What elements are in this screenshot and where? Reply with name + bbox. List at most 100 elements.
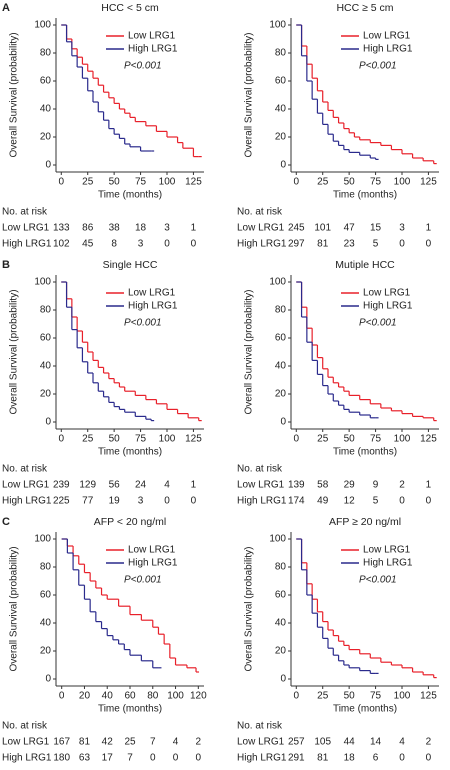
risk-count: 14: [370, 737, 382, 748]
risk-count: 86: [82, 223, 94, 234]
risk-count: 44: [344, 737, 356, 748]
x-tick-label: 75: [370, 177, 382, 188]
risk-count: 2: [399, 480, 405, 491]
y-tick-label: 0: [45, 417, 51, 428]
risk-count: 47: [344, 223, 356, 234]
legend-label: High LRG1: [128, 558, 178, 569]
x-tick-label: 25: [317, 177, 329, 188]
chart-title: HCC ≥ 5 cm: [336, 2, 393, 14]
risk-count: 2: [426, 737, 432, 748]
risk-table-title: No. at risk: [237, 207, 283, 218]
legend-label: Low LRG1: [128, 288, 176, 299]
risk-count: 3: [138, 496, 144, 507]
risk-table-title: No. at risk: [237, 464, 283, 475]
risk-count: 139: [288, 480, 305, 491]
risk-count: 2: [196, 737, 202, 748]
x-tick-label: 125: [420, 691, 437, 702]
risk-row-name: High LRG1: [2, 753, 52, 764]
x-tick-label: 50: [109, 177, 121, 188]
x-tick-label: 80: [147, 691, 159, 702]
risk-count: 291: [288, 753, 305, 764]
risk-count: 1: [426, 223, 432, 234]
y-tick-label: 60: [275, 76, 287, 87]
chart-title: AFP < 20 ng/ml: [94, 516, 166, 528]
legend-label: Low LRG1: [363, 288, 411, 299]
y-tick-label: 80: [275, 562, 287, 573]
risk-count: 49: [317, 496, 329, 507]
chart-title: AFP ≥ 20 ng/ml: [329, 516, 401, 528]
risk-row-name: Low LRG1: [237, 480, 285, 491]
y-tick-label: 40: [40, 361, 52, 372]
y-tick-label: 100: [34, 20, 51, 31]
y-axis-label: Overall Survival (probability): [9, 546, 20, 671]
risk-count: 0: [191, 239, 197, 250]
x-tick-label: 120: [190, 691, 207, 702]
x-tick-label: 25: [317, 691, 329, 702]
risk-count: 0: [399, 239, 405, 250]
risk-count: 58: [317, 480, 329, 491]
x-tick-label: 125: [185, 177, 202, 188]
y-tick-label: 100: [269, 20, 286, 31]
risk-count: 15: [370, 223, 382, 234]
risk-table-title: No. at risk: [2, 721, 48, 732]
risk-count: 5: [373, 496, 379, 507]
y-tick-label: 60: [40, 76, 52, 87]
risk-count: 5: [373, 239, 379, 250]
risk-count: 297: [288, 239, 305, 250]
risk-row-name: Low LRG1: [237, 737, 285, 748]
legend-label: High LRG1: [363, 558, 413, 569]
x-tick-label: 25: [82, 177, 94, 188]
risk-row-name: High LRG1: [237, 753, 287, 764]
y-axis-label: Overall Survival (probability): [244, 289, 255, 414]
y-tick-label: 40: [275, 361, 287, 372]
risk-count: 9: [373, 480, 379, 491]
risk-count: 81: [317, 753, 329, 764]
risk-row-name: Low LRG1: [2, 480, 50, 491]
x-tick-label: 25: [317, 434, 329, 445]
x-tick-label: 75: [370, 691, 382, 702]
panel-label: A: [2, 2, 10, 14]
x-tick-label: 25: [82, 434, 94, 445]
risk-count: 6: [373, 753, 379, 764]
risk-count: 0: [399, 753, 405, 764]
p-value: P<0.001: [359, 575, 397, 586]
risk-count: 24: [135, 480, 147, 491]
y-tick-label: 60: [275, 333, 287, 344]
x-tick-label: 0: [294, 434, 300, 445]
y-tick-label: 80: [40, 305, 52, 316]
risk-table-title: No. at risk: [237, 721, 283, 732]
p-value: P<0.001: [359, 61, 397, 72]
y-tick-label: 0: [280, 160, 286, 171]
risk-count: 77: [82, 496, 94, 507]
p-value: P<0.001: [124, 575, 162, 586]
panel-label: C: [2, 516, 10, 528]
risk-count: 3: [138, 239, 144, 250]
legend-label: High LRG1: [363, 301, 413, 312]
x-axis-label: Time (months): [98, 704, 162, 715]
y-tick-label: 100: [34, 534, 51, 545]
y-tick-label: 0: [45, 674, 51, 685]
y-tick-label: 100: [34, 277, 51, 288]
x-tick-label: 60: [124, 691, 136, 702]
x-axis-label: Time (months): [333, 704, 397, 715]
risk-count: 167: [53, 737, 70, 748]
y-tick-label: 0: [280, 417, 286, 428]
x-tick-label: 0: [59, 691, 65, 702]
legend-label: Low LRG1: [363, 31, 411, 42]
risk-row-name: High LRG1: [2, 496, 52, 507]
x-tick-label: 50: [344, 434, 356, 445]
risk-count: 4: [399, 737, 405, 748]
risk-count: 19: [109, 496, 121, 507]
risk-count: 63: [79, 753, 91, 764]
y-tick-label: 40: [275, 618, 287, 629]
x-tick-label: 125: [420, 177, 437, 188]
y-tick-label: 80: [275, 48, 287, 59]
risk-count: 8: [111, 239, 117, 250]
risk-count: 105: [314, 737, 331, 748]
y-tick-label: 60: [40, 333, 52, 344]
p-value: P<0.001: [124, 318, 162, 329]
y-tick-label: 100: [269, 534, 286, 545]
risk-count: 12: [344, 496, 356, 507]
y-tick-label: 40: [40, 618, 52, 629]
risk-count: 18: [135, 223, 147, 234]
